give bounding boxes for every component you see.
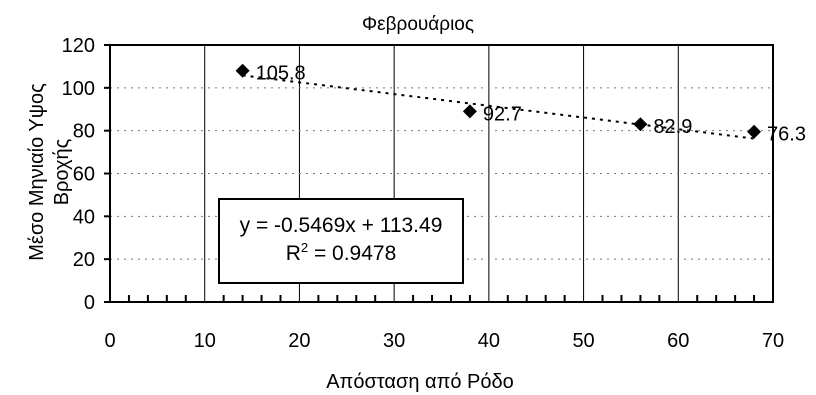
data-point [747, 124, 762, 139]
data-label: 92.7 [483, 103, 522, 125]
y-tick-label: 20 [73, 249, 95, 271]
x-tick-label: 60 [667, 330, 689, 352]
x-tick-label: 0 [104, 330, 115, 352]
y-tick-label: 60 [73, 164, 95, 186]
y-tick-label: 100 [62, 78, 95, 100]
y-tick-label: 80 [73, 121, 95, 143]
y-axis-label-line1: Μέσο Μηνιαίο Υψος [26, 83, 48, 261]
x-tick-label: 50 [572, 330, 594, 352]
x-tick-label: 30 [383, 330, 405, 352]
trendline [242, 74, 755, 140]
y-tick-label: 0 [84, 292, 95, 314]
x-tick-label: 20 [288, 330, 310, 352]
x-tick-label: 40 [478, 330, 500, 352]
y-tick-label: 40 [73, 206, 95, 228]
y-tick-label: 120 [62, 35, 95, 57]
data-label: 105.8 [256, 63, 306, 85]
y-axis-label-line2: Βροχής [51, 138, 73, 205]
data-labels: 105.8 92.7 82.9 76.3 [256, 63, 806, 146]
data-label: 76.3 [767, 124, 806, 146]
data-point [235, 63, 250, 78]
chart-title: Φεβρουάριος [362, 14, 474, 35]
x-axis-label: Απόσταση από Ρόδο [326, 371, 514, 393]
data-point [633, 117, 648, 132]
data-label: 82.9 [653, 116, 692, 138]
data-point [462, 104, 477, 119]
r-squared: R2 = 0.9478 [285, 240, 397, 265]
data-points [235, 63, 762, 139]
y-axis: 0 20 40 60 80 100 120 [62, 35, 110, 314]
trendline-equation: y = -0.5469x + 113.49 [239, 214, 443, 237]
x-tick-label: 10 [194, 330, 216, 352]
x-axis: 0 10 20 30 40 50 60 70 [104, 295, 784, 352]
trendline-equation-box: y = -0.5469x + 113.49 R2 = 0.9478 [218, 198, 464, 284]
x-tick-label: 70 [762, 330, 784, 352]
